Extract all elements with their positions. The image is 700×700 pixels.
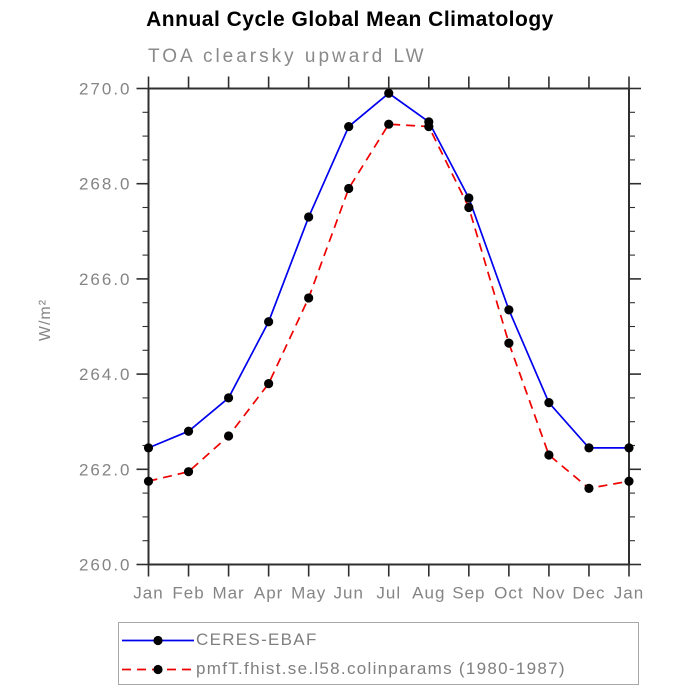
legend-line-sample-ceres-ebaf [122, 635, 194, 645]
svg-text:Nov: Nov [532, 584, 565, 603]
svg-text:Sep: Sep [452, 584, 485, 603]
svg-text:268.0: 268.0 [79, 175, 132, 194]
svg-text:Jun: Jun [333, 584, 363, 603]
legend: CERES-EBAF pmfT.fhist.se.l58.colinparams… [118, 622, 639, 685]
svg-text:Mar: Mar [212, 584, 244, 603]
svg-text:Jul: Jul [376, 584, 401, 603]
chart-subtitle: TOA clearsky upward LW [148, 46, 427, 67]
legend-item-ceres-ebaf: CERES-EBAF [122, 630, 318, 650]
svg-text:Jan: Jan [614, 584, 644, 603]
svg-text:262.0: 262.0 [79, 460, 132, 479]
svg-text:Aug: Aug [412, 584, 445, 603]
svg-text:May: May [291, 584, 326, 603]
chart-title: Annual Cycle Global Mean Climatology [146, 8, 554, 31]
svg-text:266.0: 266.0 [79, 270, 132, 289]
svg-text:Dec: Dec [572, 584, 605, 603]
legend-label-ceres-ebaf: CERES-EBAF [196, 630, 318, 649]
legend-line-sample-model-run [122, 664, 194, 674]
svg-text:Jan: Jan [133, 584, 163, 603]
svg-text:264.0: 264.0 [79, 365, 132, 384]
legend-item-model-run: pmfT.fhist.se.l58.colinparams (1980-1987… [122, 659, 566, 679]
svg-text:Oct: Oct [494, 584, 523, 603]
svg-text:260.0: 260.0 [79, 556, 132, 575]
svg-text:Feb: Feb [172, 584, 204, 603]
legend-label-model-run: pmfT.fhist.se.l58.colinparams (1980-1987… [196, 659, 566, 678]
svg-text:Apr: Apr [254, 584, 283, 603]
svg-text:270.0: 270.0 [79, 80, 132, 99]
